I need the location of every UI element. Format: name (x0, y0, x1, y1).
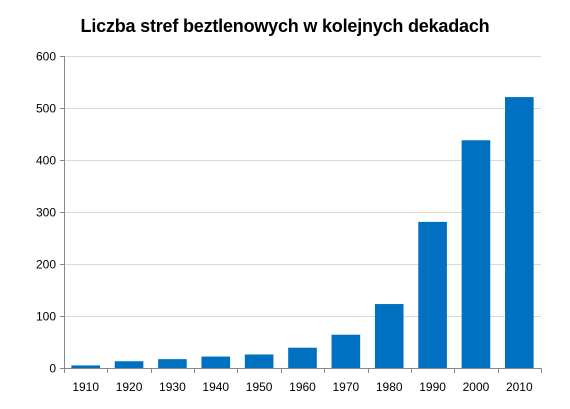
bar (331, 334, 361, 368)
bar (114, 361, 144, 368)
bar (374, 304, 404, 368)
y-tick-label: 400 (36, 154, 56, 168)
x-tick-label: 1920 (116, 380, 143, 394)
bar (418, 221, 447, 368)
x-tick-label: 1930 (159, 380, 186, 394)
bar (461, 140, 491, 368)
y-tick-label: 600 (36, 50, 56, 64)
y-tick-label: 0 (49, 362, 56, 376)
bar (288, 347, 317, 368)
x-tick-label: 1960 (289, 380, 316, 394)
bar (201, 356, 231, 368)
y-tick-label: 200 (36, 258, 56, 272)
y-tick-label: 500 (36, 102, 56, 116)
bar (71, 365, 100, 368)
x-tick-label: 1970 (333, 380, 360, 394)
chart-title: Liczba stref beztlenowych w kolejnych de… (80, 16, 490, 36)
bar (505, 97, 534, 368)
x-tick-label: 1980 (376, 380, 403, 394)
x-tick-label: 2010 (506, 380, 533, 394)
x-tick-label: 1910 (72, 380, 99, 394)
x-tick-label: 1990 (419, 380, 446, 394)
y-tick-label: 100 (36, 310, 56, 324)
y-tick-label: 300 (36, 206, 56, 220)
x-tick-label: 1950 (246, 380, 273, 394)
bar (244, 354, 274, 368)
x-tick-label: 1940 (202, 380, 229, 394)
x-tick-label: 2000 (463, 380, 490, 394)
bar (158, 359, 187, 368)
